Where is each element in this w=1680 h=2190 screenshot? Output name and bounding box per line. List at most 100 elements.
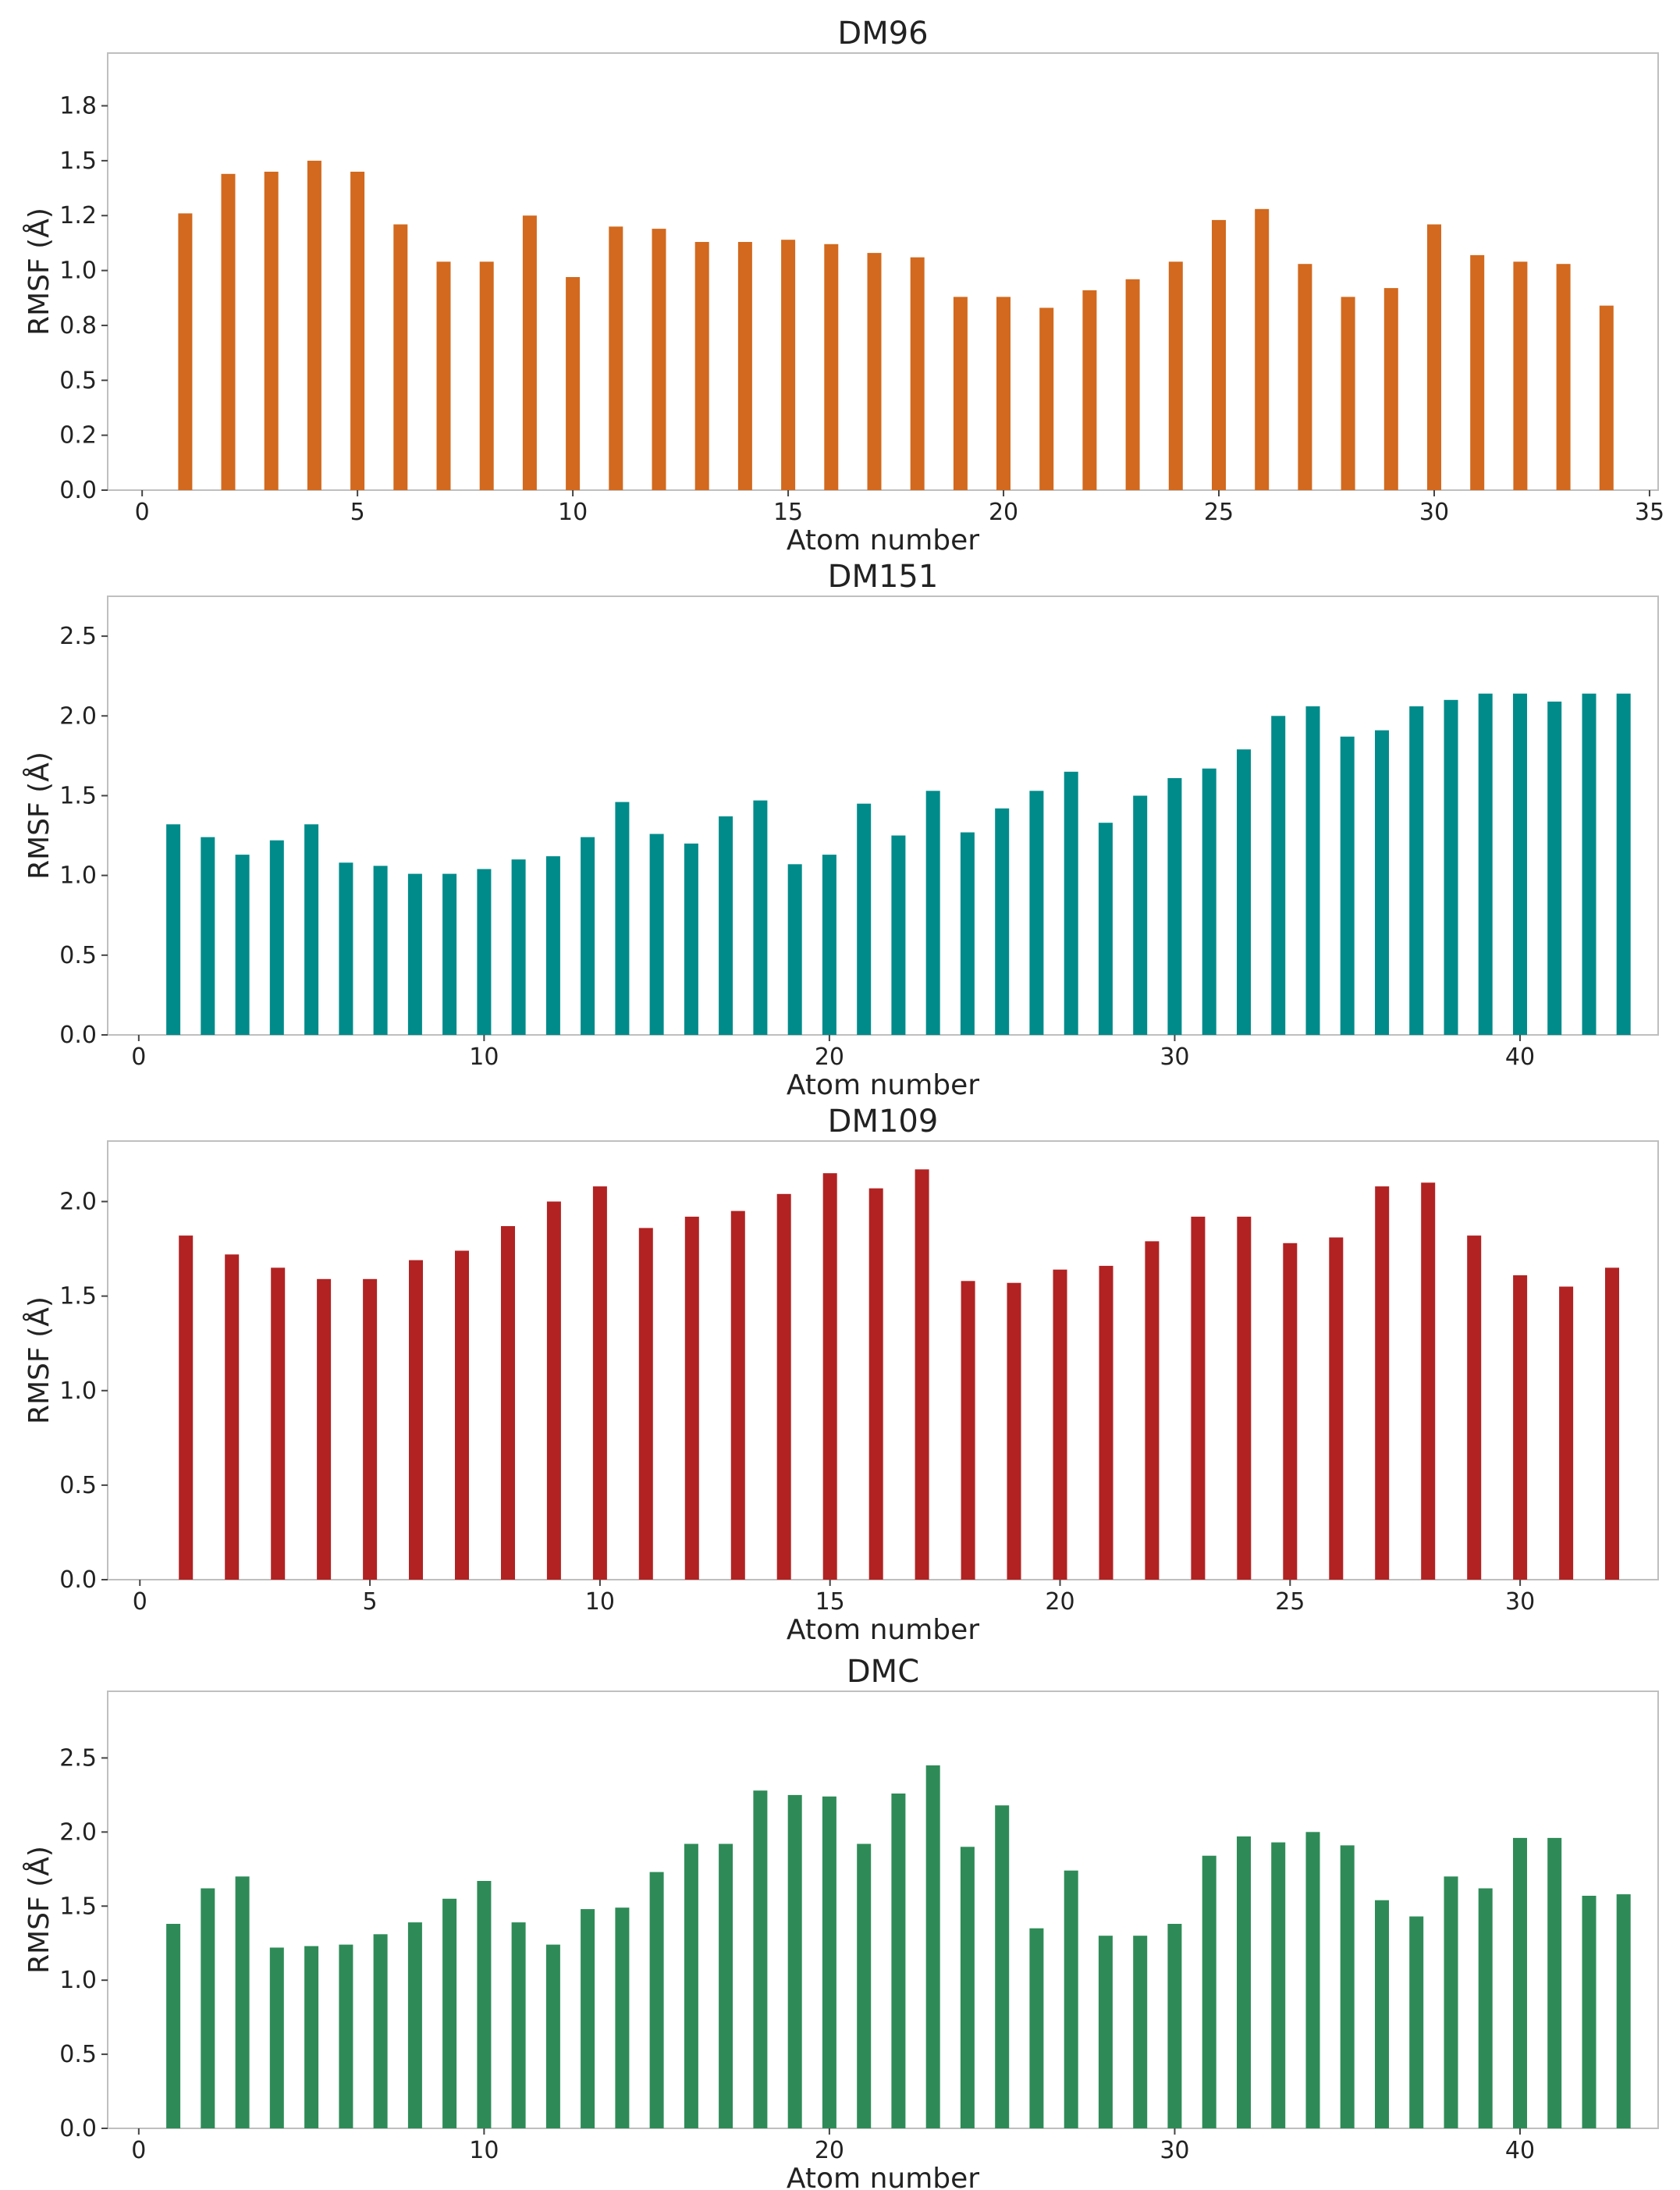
bar-atom-5 [304,1946,319,2128]
bar-atom-28 [1098,1936,1113,2128]
x-tick-label: 10 [469,2137,499,2164]
bar-atom-16 [868,1188,883,1580]
x-axis-label: Atom number [787,1614,979,1646]
bar-atom-42 [1582,1896,1597,2128]
y-tick-label: 0.8 [59,312,97,340]
bar-atom-32 [1605,1267,1619,1580]
bar-atom-20 [1053,1269,1067,1580]
y-tick-label: 1.5 [59,782,97,809]
bar-atom-26 [1029,791,1044,1035]
bar-atom-35 [1340,736,1355,1035]
bar-atom-37 [1409,1916,1424,2128]
bar-atom-24 [1168,261,1183,490]
bar-atom-6 [409,1260,423,1580]
bar-atom-30 [1167,1924,1182,2128]
bar-atom-29 [1467,1235,1482,1580]
y-tick-label: 1.0 [59,1378,97,1405]
y-tick-label: 1.2 [59,202,97,229]
bar-atom-22 [891,1794,906,2128]
y-tick-label: 1.5 [59,1283,97,1310]
bar-atom-32 [1237,1836,1251,2128]
bar-atom-19 [787,864,802,1035]
bar-atom-4 [269,1947,284,2128]
bar-atom-1 [178,213,193,490]
bar-atom-37 [1409,706,1424,1035]
bar-atom-23 [925,1765,940,2128]
y-tick-label: 1.5 [59,148,97,175]
x-tick-label: 0 [131,1043,146,1071]
bar-atom-35 [1340,1845,1355,2128]
bar-atom-16 [824,244,839,490]
bar-atom-36 [1375,1900,1389,2128]
bar-atom-8 [407,873,422,1035]
bar-atom-21 [1099,1265,1113,1580]
bar-atom-30 [1427,224,1441,490]
bar-atom-33 [1271,1842,1286,2128]
bar-atom-27 [1064,1870,1078,2128]
bar-atom-25 [1283,1243,1298,1580]
x-tick-label: 25 [1275,1588,1305,1616]
bar-atom-20 [822,855,836,1035]
bar-atom-12 [545,1944,560,2128]
bar-atom-26 [1329,1237,1344,1580]
bar-atom-40 [1513,1837,1527,2128]
bar-atom-14 [615,802,630,1035]
x-tick-label: 25 [1204,499,1234,526]
y-tick-label: 0.0 [59,1022,97,1049]
plot-frame [107,595,1659,1036]
bar-atom-6 [339,1944,353,2128]
bar-atom-27 [1298,264,1312,490]
bar-atom-23 [925,791,940,1035]
bar-atom-38 [1444,699,1458,1035]
bar-atom-21 [857,1843,872,2128]
bar-atom-1 [179,1235,194,1580]
x-tick-label: 0 [131,2137,146,2164]
bar-atom-3 [235,855,250,1035]
y-tick-label: 0.5 [59,2041,97,2068]
chart-title: DM96 [837,16,928,52]
y-axis-label: RMSF (Å) [22,1296,55,1424]
x-tick-label: 30 [1419,499,1449,526]
chart-title: DMC [847,1654,919,1690]
bar-atom-14 [776,1193,791,1580]
bar-atom-41 [1547,701,1562,1035]
bar-atom-30 [1513,1275,1528,1580]
plot-frame [107,52,1659,491]
bar-atom-15 [649,1872,664,2128]
x-tick-label: 10 [585,1588,615,1616]
x-axis-label: Atom number [787,1069,979,1101]
bar-atom-15 [781,240,796,490]
bar-atom-6 [393,224,408,490]
y-tick-label: 0.5 [59,367,97,394]
chart-panel-dm109: 0.0 0.5 1.0 1.5 2.0 0 5 10 15 20 25 30 DM109 Atom num… [22,1104,1659,1646]
bar-atom-17 [719,1843,733,2128]
bar-atom-28 [1421,1182,1436,1580]
bar-atom-25 [995,1805,1010,2128]
y-tick-label: 0.2 [59,422,97,450]
bar-atom-5 [304,824,319,1035]
bar-atom-5 [350,172,365,490]
y-tick-label: 1.0 [59,862,97,890]
bar-atom-19 [1007,1282,1021,1580]
bar-atom-29 [1133,1936,1148,2128]
bar-atom-7 [373,1934,388,2128]
bar-atom-30 [1167,778,1182,1035]
y-axis-label: RMSF (Å) [22,752,55,880]
x-tick-label: 30 [1505,1588,1535,1616]
x-tick-label: 15 [815,1588,845,1616]
bar-atom-34 [1599,305,1614,490]
x-tick-label: 30 [1160,2137,1189,2164]
x-tick-label: 20 [815,2137,844,2164]
y-tick-label: 2.5 [59,623,97,650]
bar-atom-3 [264,172,279,490]
bar-atom-13 [694,242,709,490]
bar-atom-42 [1582,693,1597,1035]
x-tick-label: 15 [773,499,803,526]
x-tick-label: 20 [989,499,1018,526]
bar-atom-12 [545,856,560,1035]
y-tick-label: 1.0 [59,258,97,285]
bar-atom-11 [638,1228,653,1580]
bar-atom-7 [373,866,388,1035]
bar-atom-2 [225,1254,240,1580]
bar-atom-39 [1478,1888,1493,2128]
